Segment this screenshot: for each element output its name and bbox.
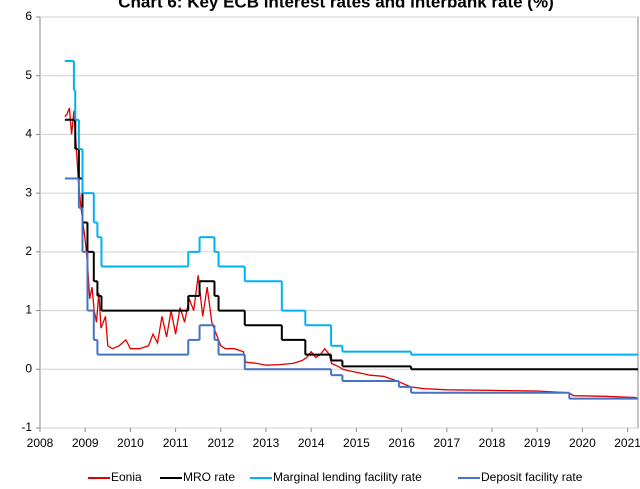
- y-tick-label: 6: [25, 9, 32, 23]
- x-tick-label: 2018: [479, 436, 506, 450]
- y-tick-label: 1: [25, 303, 32, 317]
- series-line: [64, 107, 637, 399]
- x-tick-label: 2011: [163, 436, 189, 450]
- x-tick-label: 2017: [433, 436, 460, 450]
- x-tick-label: 2021: [614, 436, 640, 450]
- x-tick-label: 2012: [207, 436, 234, 450]
- legend-label: Eonia: [111, 470, 142, 484]
- legend-label: MRO rate: [183, 470, 235, 484]
- legend-label: Marginal lending facility rate: [273, 470, 422, 484]
- y-tick-label: 4: [25, 127, 32, 141]
- y-tick-label: 2: [25, 244, 32, 258]
- y-tick-label: -1: [21, 420, 32, 434]
- y-tick-label: 0: [25, 361, 32, 375]
- x-tick-label: 2008: [27, 436, 54, 450]
- x-tick-label: 2020: [569, 436, 596, 450]
- y-tick-label: 5: [25, 68, 32, 82]
- x-tick-label: 2010: [117, 436, 144, 450]
- x-tick-label: 2013: [253, 436, 280, 450]
- y-tick-label: 3: [25, 185, 32, 199]
- x-tick-label: 2015: [343, 436, 370, 450]
- x-tick-label: 2019: [524, 436, 551, 450]
- chart-title: Chart 6: Key ECB interest rates and inte…: [118, 0, 554, 11]
- x-tick-label: 2016: [388, 436, 415, 450]
- x-tick-label: 2009: [72, 436, 99, 450]
- x-tick-label: 2014: [298, 436, 325, 450]
- legend-label: Deposit facility rate: [481, 470, 583, 484]
